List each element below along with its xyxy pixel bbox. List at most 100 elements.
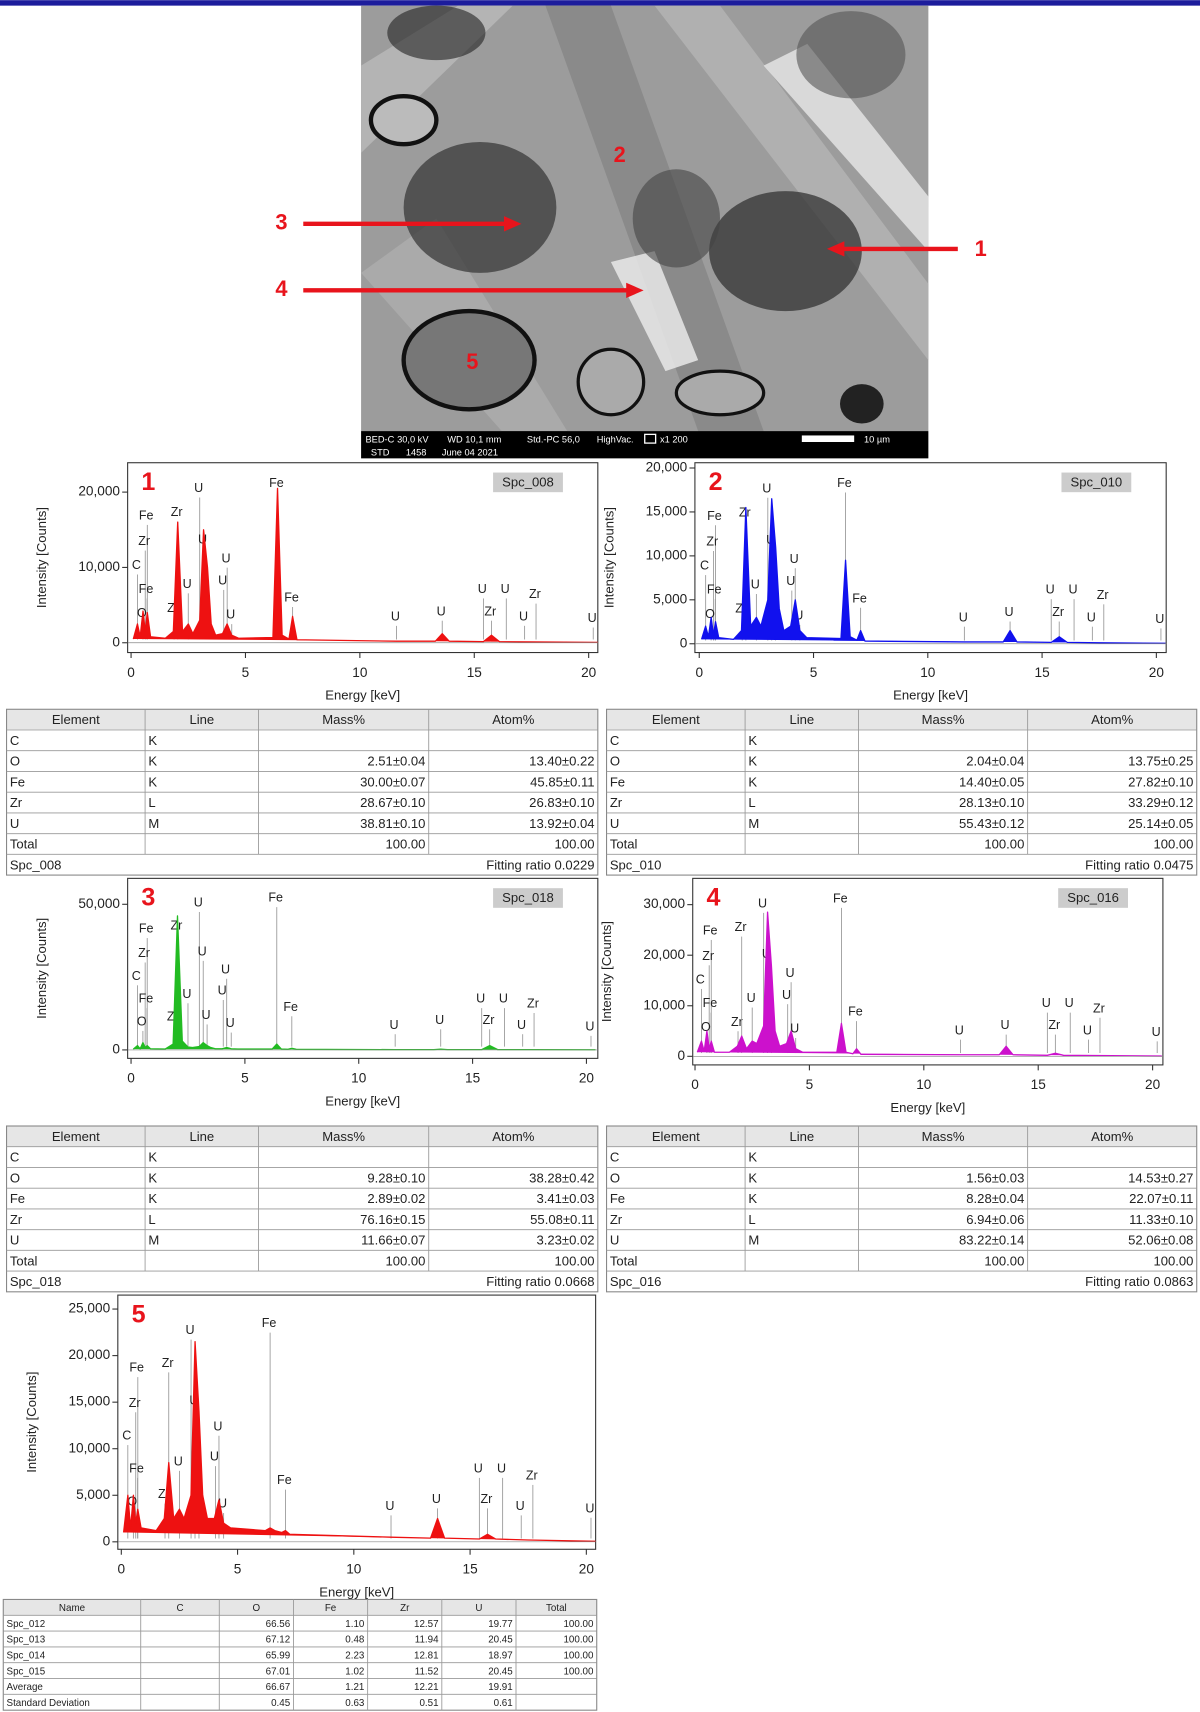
table-cell: Fe [610,1191,625,1206]
table-cell: Spc_012 [7,1619,46,1630]
table-cell: Zr [610,795,623,810]
peak-label: Fe [139,992,154,1006]
table-header-cell: Element [52,712,100,727]
table-cell: 100.00 [563,1619,594,1630]
peak-label: Zr [702,949,714,963]
peak-label: U [785,966,794,980]
table-cell: Average [7,1682,44,1693]
spectrum-tag-bg [1061,472,1132,493]
table-cell: K [148,774,157,789]
spectrum [696,911,1162,1057]
table-header-cell: Line [189,1129,214,1144]
table-cell: 100.00 [555,837,595,852]
peak-label: U [194,896,203,910]
table-cell: 14.40±0.05 [959,774,1024,789]
x-axis-label: Energy [keV] [319,1584,394,1599]
table-header-cell: Atom% [492,1129,535,1144]
plot-frame [117,1294,597,1550]
table-cell: L [148,795,155,810]
x-tick-label: 15 [1035,665,1050,680]
image-label: 1 [975,236,987,261]
table-cell: 65.99 [266,1651,291,1662]
y-tick-label: 0 [103,1533,111,1548]
spectrum-tag-bg [493,888,563,908]
table-header-cell: U [475,1603,482,1614]
table-cell: 55.43±0.12 [959,816,1024,831]
spectrum-tag: Spc_016 [1067,890,1119,905]
table-cell: 100.00 [563,1666,594,1677]
table-cell: 22.07±0.11 [1129,1191,1193,1206]
peak-label: Fe [852,591,867,605]
y-tick-label: 0 [112,1042,120,1057]
x-tick-label: 15 [463,1562,478,1577]
peak-label: U [390,1018,399,1032]
table-cell: U [610,816,619,831]
peak-label: U [478,582,487,596]
table-footer-name: Spc_008 [10,857,62,872]
table-cell: Spc_013 [7,1635,46,1646]
spectrum [132,915,596,1051]
table-cell: O [10,754,20,769]
peak-label: Zr [1093,1001,1105,1015]
x-tick-label: 5 [234,1562,242,1577]
peak-label: U [213,1419,222,1433]
peak-label: U [201,1008,210,1022]
table-cell: 52.06±0.08 [1128,1233,1193,1248]
peak-label: U [474,1461,483,1475]
peak-label: U [185,1323,194,1337]
peak-label: U [588,611,597,625]
peak-label: U [1004,605,1013,619]
x-tick-label: 0 [127,665,135,680]
x-tick-label: 15 [467,665,482,680]
table-cell: 11.94 [415,1635,439,1646]
table-cell: Zr [10,1212,23,1227]
image-info: STD [371,447,390,457]
peak-label: O [701,1020,711,1034]
peak-label: Fe [129,1461,144,1475]
peak-label: U [794,609,803,623]
table-cell: 55.08±0.11 [530,1212,594,1227]
peak-label: U [751,578,760,592]
peak-label: U [218,984,227,998]
x-tick-label: 10 [351,1071,367,1086]
table-cell: 28.13±0.10 [959,795,1024,810]
y-tick-label: 10,000 [643,997,685,1012]
y-tick-label: 20,000 [643,947,685,962]
table-cell: Spc_014 [7,1651,46,1662]
table-cell: Zr [610,1212,623,1227]
peak-label: U [1152,1025,1161,1039]
table-header-cell: Zr [400,1603,410,1614]
peak-label: U [786,574,795,588]
peak-label: C [132,558,141,572]
peak-label: U [499,992,508,1006]
table-cell: 100.00 [984,1253,1024,1268]
table-header-cell: Mass% [922,1129,965,1144]
sem-image [361,5,929,459]
peak-label: Zr [138,534,150,548]
table-frame [2,1598,598,1711]
y-tick-label: 15,000 [646,504,688,519]
peak-label: U [517,1018,526,1032]
peak-label: Fe [703,924,718,938]
table-cell: 25.14±0.05 [1128,816,1193,831]
peak-label: U [1001,1018,1010,1032]
chart-number: 2 [709,468,723,496]
peak-label: Zr [167,601,179,615]
peak-label: U [385,1499,394,1513]
peak-label: Zr [162,1356,174,1370]
y-tick-label: 30,000 [643,896,685,911]
table-cell: 38.81±0.10 [360,816,425,831]
table-cell: M [148,1233,159,1248]
table-cell: 26.83±0.10 [529,795,594,810]
table-cell: U [10,816,19,831]
table-header-cell: Total [546,1603,567,1614]
table-cell: Fe [10,774,25,789]
spectrum-tag: Spc_010 [1071,474,1123,489]
table-cell: 45.85±0.11 [530,774,594,789]
peak-label: U [790,552,799,566]
peak-label: Zr [171,505,183,519]
table-cell: 13.40±0.22 [529,754,594,769]
peak-label: Zr [167,1010,179,1024]
peak-label: C [700,559,709,573]
